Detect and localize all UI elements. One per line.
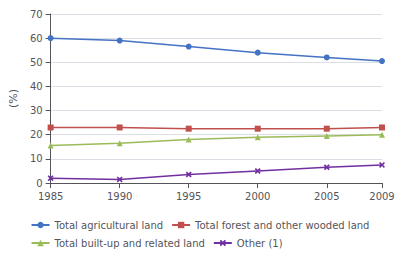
svg-text:50: 50 — [30, 57, 43, 68]
svg-text:2009: 2009 — [369, 191, 394, 202]
svg-text:Other (1): Other (1) — [237, 238, 283, 249]
svg-text:1990: 1990 — [107, 191, 132, 202]
svg-text:Total built-up and related lan: Total built-up and related land — [54, 238, 205, 249]
svg-text:(%): (%) — [7, 89, 20, 108]
svg-text:1995: 1995 — [176, 191, 201, 202]
svg-text:60: 60 — [30, 33, 43, 44]
svg-text:Total agricultural land: Total agricultural land — [54, 220, 164, 231]
svg-text:2000: 2000 — [245, 191, 270, 202]
svg-text:0: 0 — [36, 178, 42, 189]
svg-text:Total forest and other wooded: Total forest and other wooded land — [194, 220, 369, 231]
svg-text:20: 20 — [30, 129, 43, 140]
svg-text:30: 30 — [30, 105, 43, 116]
svg-text:2005: 2005 — [314, 191, 339, 202]
svg-text:10: 10 — [30, 153, 43, 164]
svg-text:1985: 1985 — [38, 191, 63, 202]
svg-text:70: 70 — [30, 9, 43, 20]
svg-text:40: 40 — [30, 81, 43, 92]
